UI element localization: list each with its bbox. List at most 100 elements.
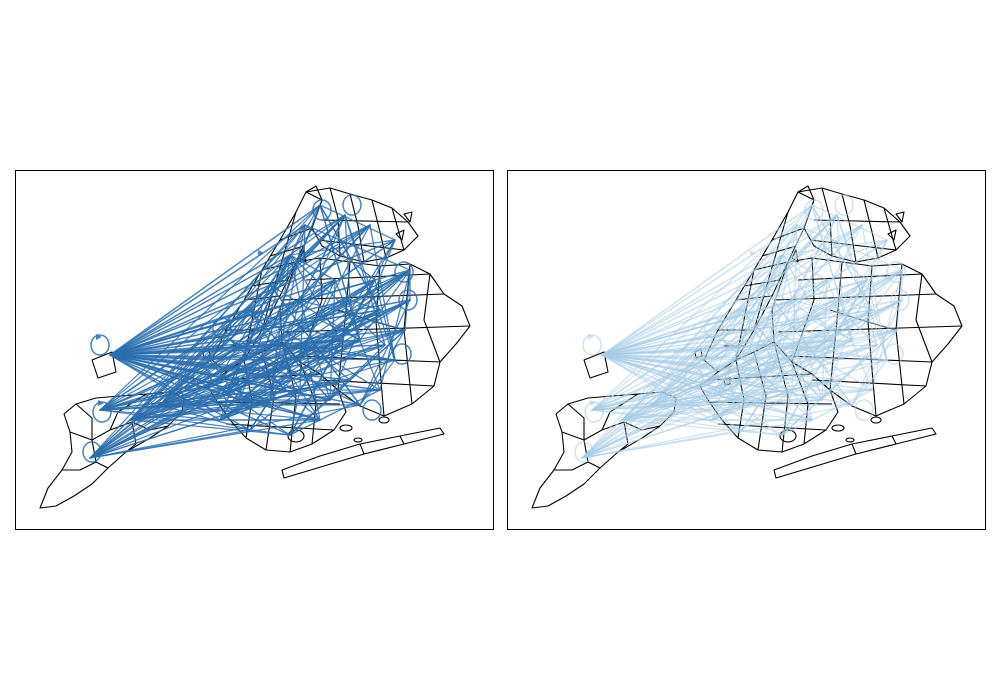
flow-arrowhead — [588, 334, 594, 340]
flow-line — [99, 224, 371, 411]
flow-line — [259, 204, 321, 361]
flow-line — [249, 389, 301, 431]
flow-line — [591, 409, 783, 436]
flow-line — [344, 214, 351, 301]
flow-arrowhead — [258, 250, 264, 256]
flow-line — [581, 419, 813, 459]
flow-line — [721, 339, 773, 371]
flow-line — [826, 279, 873, 391]
flow-line — [304, 339, 341, 346]
self-loop — [392, 343, 412, 365]
flow-line — [304, 344, 351, 381]
flow-line — [851, 299, 903, 406]
flow-line — [319, 204, 396, 241]
self-loop — [398, 289, 418, 311]
flow-line — [129, 224, 371, 421]
flow-line — [109, 354, 241, 371]
self-loop — [192, 367, 212, 389]
flow-line — [109, 224, 306, 356]
flow-line — [621, 204, 813, 421]
flow-line — [601, 224, 863, 356]
flow-line — [601, 224, 798, 356]
flow-line — [109, 254, 291, 356]
flow-line — [601, 254, 783, 356]
flow-line — [821, 279, 828, 401]
flow-line — [701, 309, 743, 361]
self-loop — [764, 361, 784, 383]
flow-line — [89, 224, 306, 459]
flow-line — [701, 359, 733, 401]
flow-line — [299, 389, 321, 421]
flow-line — [651, 404, 743, 431]
flow-line — [109, 284, 271, 356]
flow-line — [581, 279, 868, 459]
self-loop — [212, 317, 232, 339]
flow-line — [621, 344, 878, 421]
flow-line — [781, 254, 878, 346]
flow-arrowhead — [750, 250, 756, 256]
flow-line — [109, 214, 346, 356]
flow-line — [741, 309, 873, 391]
flow-line — [319, 204, 381, 311]
flow-line — [781, 239, 888, 256]
flow-line — [796, 224, 868, 281]
flow-line — [219, 339, 361, 421]
flow-line — [796, 344, 843, 381]
flow-line — [159, 224, 306, 406]
flow-line — [159, 404, 251, 431]
flow-line — [721, 339, 888, 361]
flow-line — [621, 224, 863, 421]
flow-line — [229, 339, 281, 371]
flow-line — [581, 404, 853, 459]
flow-line — [651, 224, 798, 406]
self-loop — [804, 199, 824, 221]
flow-line — [334, 279, 381, 391]
flow-line — [344, 214, 386, 346]
flow-line — [369, 224, 396, 361]
flow-line — [716, 279, 828, 396]
flow-line — [781, 389, 793, 436]
flow-line — [781, 254, 833, 341]
flow-arrowhead — [98, 400, 104, 406]
flow-line — [601, 204, 813, 356]
self-loop — [884, 343, 904, 365]
flow-line — [811, 309, 873, 321]
self-loop — [582, 334, 602, 356]
flow-line — [219, 299, 411, 421]
flow-line — [866, 279, 888, 361]
flow-line — [214, 224, 371, 386]
flow-line — [109, 204, 321, 356]
flow-line — [791, 214, 838, 301]
flow-line — [811, 204, 888, 241]
self-loop — [890, 289, 910, 311]
flow-line — [304, 224, 376, 281]
self-loop — [394, 261, 414, 283]
flow-line — [209, 359, 241, 401]
flow-line — [304, 344, 396, 361]
flow-lines-right — [574, 194, 910, 463]
flow-line — [841, 329, 898, 381]
flow-line — [289, 254, 336, 281]
flow-line — [259, 309, 381, 361]
flow-line — [249, 309, 381, 391]
flow-line — [791, 389, 813, 421]
flow-line — [319, 269, 411, 321]
flow-line — [299, 214, 346, 301]
self-loop — [90, 334, 110, 356]
flow-line — [359, 299, 411, 406]
flow-line — [751, 279, 868, 361]
flow-line — [601, 354, 813, 421]
flow-line — [219, 329, 406, 421]
flow-line — [841, 299, 873, 311]
flow-line — [129, 344, 386, 421]
self-loop — [684, 367, 704, 389]
flow-line — [781, 254, 828, 281]
flow-line — [861, 224, 888, 361]
self-loop — [92, 401, 112, 423]
flow-lines-left — [82, 194, 418, 463]
flow-line — [304, 344, 321, 421]
flow-line — [269, 254, 291, 286]
flow-line — [239, 344, 386, 401]
flow-line — [214, 204, 321, 386]
